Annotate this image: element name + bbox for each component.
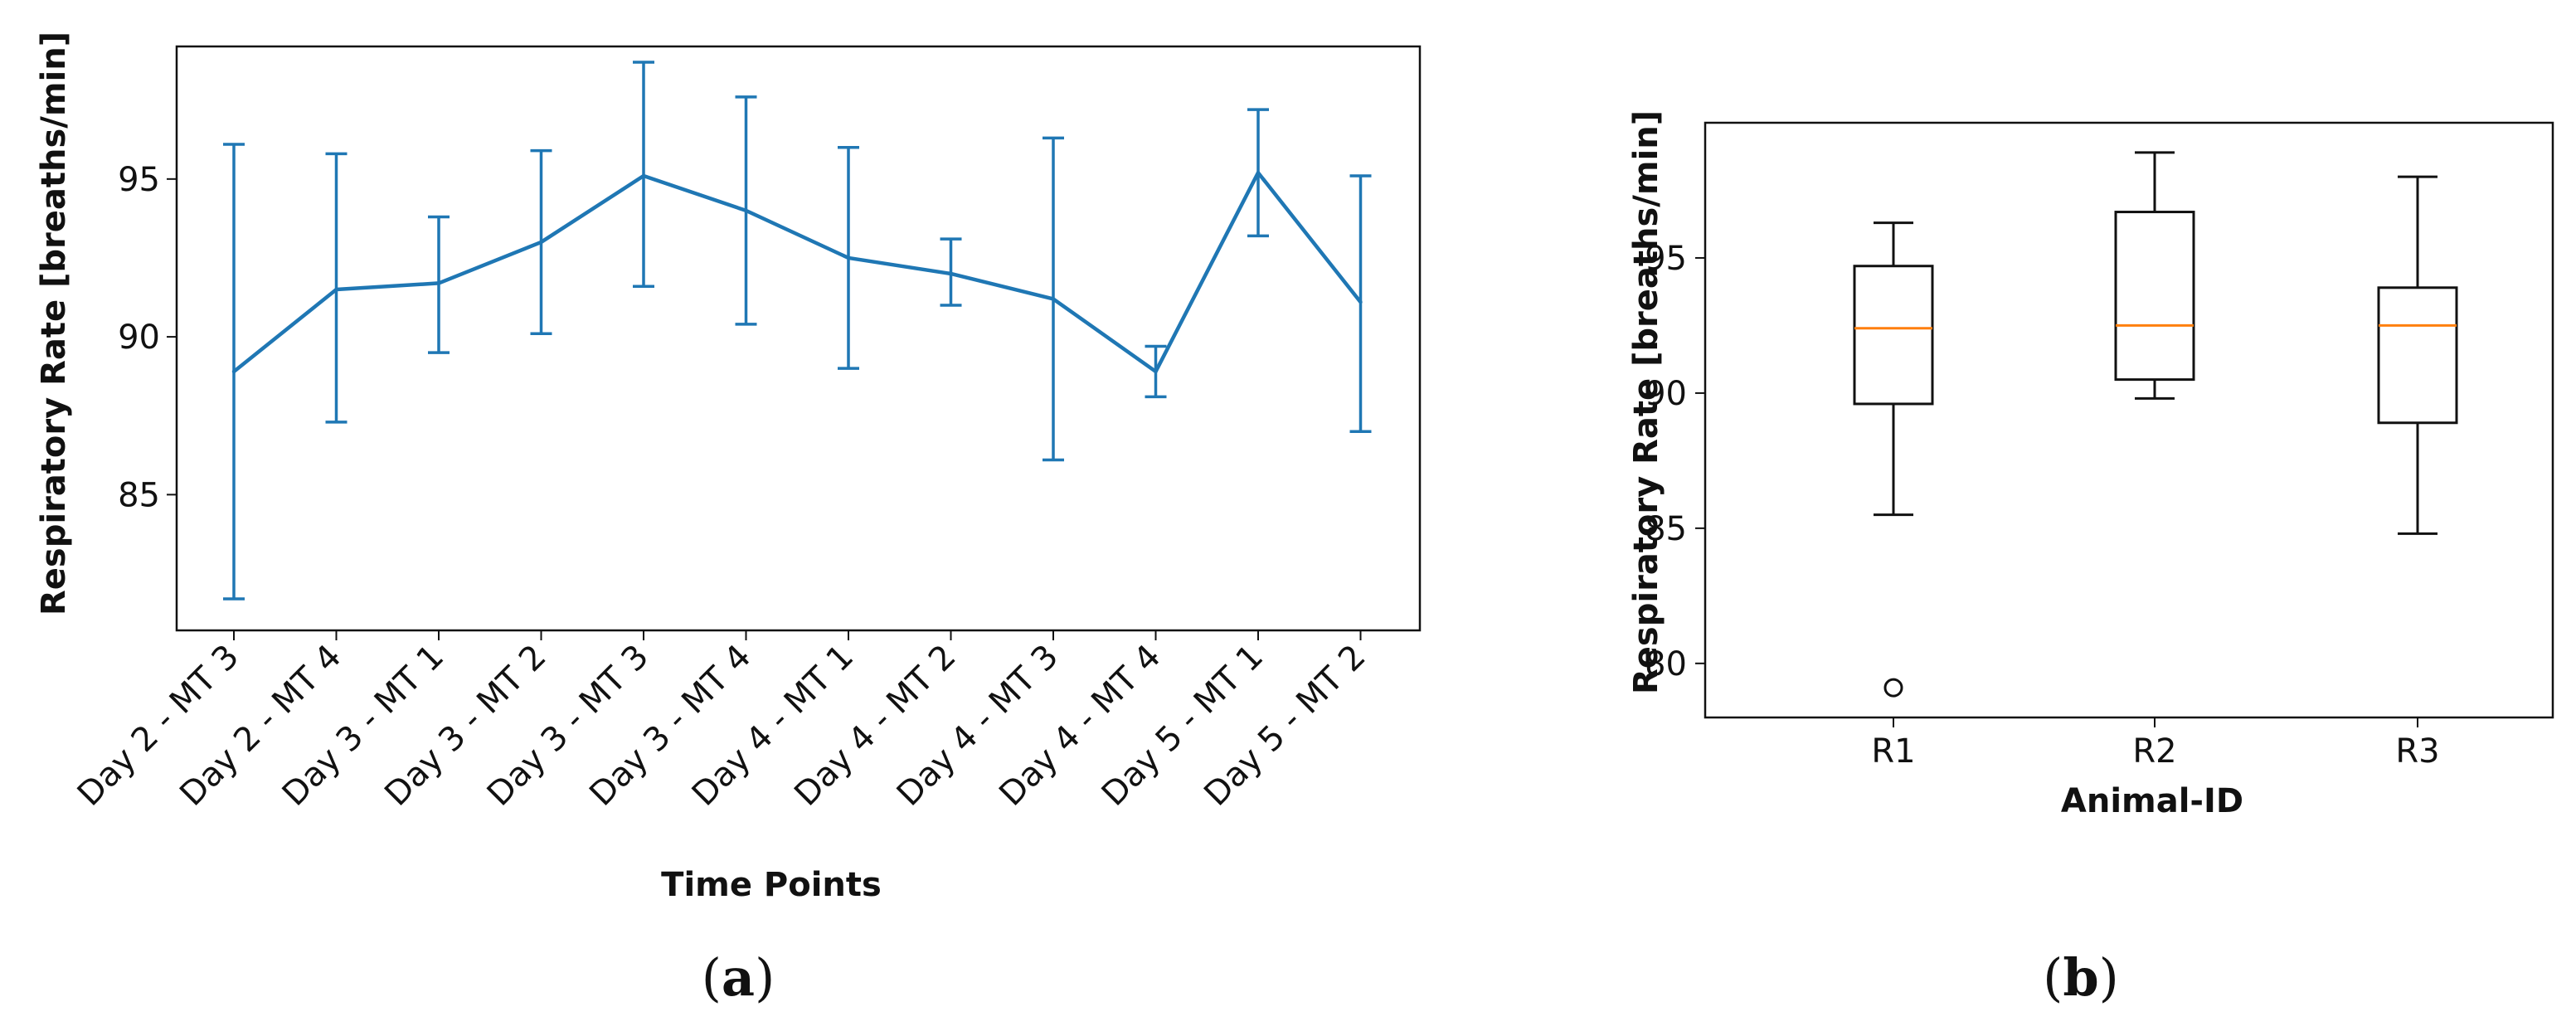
- panel-label-open: (: [2043, 947, 2063, 1008]
- x-tick-label: R1: [1871, 732, 1915, 771]
- panel-label-letter: b: [2063, 947, 2098, 1008]
- y-axis-title: Respiratory Rate [breaths/min]: [1627, 110, 1665, 694]
- box-iqr: [2377, 286, 2458, 425]
- x-tick-label: R2: [2132, 732, 2176, 771]
- plot-frame: [1704, 121, 2554, 719]
- data-point: [436, 281, 441, 285]
- box-iqr: [2114, 211, 2195, 382]
- data-point: [1051, 297, 1056, 301]
- box-group: [2377, 175, 2458, 535]
- panel-label-letter: a: [722, 947, 755, 1008]
- data-point: [744, 208, 748, 213]
- data-point: [949, 271, 953, 276]
- data-point: [1358, 300, 1363, 304]
- y-tick-label: 85: [1645, 510, 1687, 548]
- y-axis-title: Respiratory Rate [breaths/min]: [35, 32, 73, 615]
- panel-label-open: (: [702, 947, 722, 1008]
- outlier-point: [1883, 678, 1903, 698]
- data-point: [539, 240, 543, 245]
- panel-label-close: ): [755, 947, 775, 1008]
- data-point: [231, 369, 236, 374]
- data-point: [1256, 171, 1261, 175]
- series-line: [232, 170, 1363, 374]
- data-point: [334, 287, 338, 292]
- y-tick-label: 80: [1645, 645, 1687, 683]
- panel-label: (a): [702, 947, 775, 1008]
- y-tick-label: 85: [118, 476, 160, 514]
- y-tick-label: 95: [118, 161, 160, 199]
- x-tick-label: R3: [2395, 732, 2439, 771]
- panel-label: (b): [2043, 947, 2119, 1008]
- plot-frame: [175, 45, 1422, 632]
- y-tick-label: 90: [118, 319, 160, 357]
- box-group: [1853, 221, 1934, 698]
- data-point: [846, 255, 851, 260]
- x-axis-title: Animal-ID: [2061, 782, 2243, 820]
- box-plot-panel-b: 80 85 90 95 R1 R2 R3 Animal-ID Respiratory Rate …: [1627, 110, 2554, 1008]
- panel-label-close: ): [2099, 947, 2119, 1008]
- data-point: [641, 173, 646, 178]
- x-axis-title: Time Points: [661, 866, 882, 904]
- y-tick-label: 90: [1645, 375, 1687, 413]
- box-iqr: [1853, 265, 1934, 406]
- box-group: [2114, 151, 2195, 400]
- data-point: [1154, 369, 1158, 374]
- y-tick-label: 95: [1645, 240, 1687, 278]
